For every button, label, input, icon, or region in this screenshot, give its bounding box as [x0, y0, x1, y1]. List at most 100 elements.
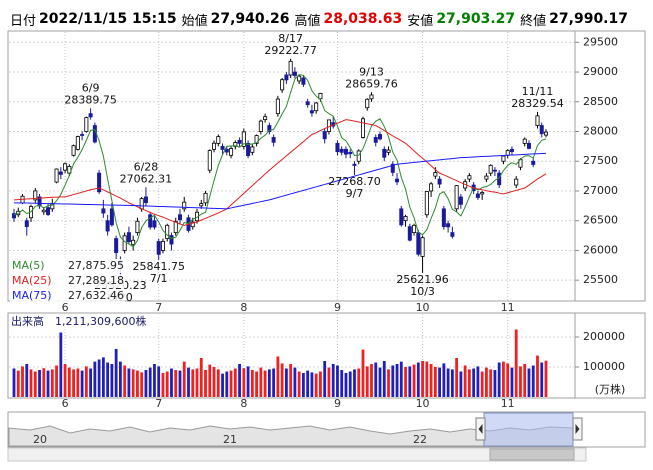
candle-body	[314, 102, 319, 112]
volume-bar	[233, 368, 237, 397]
candle-body	[514, 178, 519, 186]
chart-layer: 25500 26000 26500 27000 27500 28000 28500 29000…	[9, 32, 625, 446]
header-value: 27,940.26	[210, 11, 290, 27]
header-value: 27,903.27	[436, 11, 516, 27]
annotation-date: 7/1	[150, 272, 168, 285]
volume-bar	[519, 366, 522, 397]
annotation-date: 6/28	[134, 160, 159, 173]
candle-body	[378, 134, 383, 140]
volume-bar	[106, 362, 110, 397]
y-tick-label: 29000	[583, 65, 618, 78]
volume-bar	[161, 373, 165, 397]
candle-body	[156, 241, 161, 255]
volume-bar	[429, 364, 433, 397]
volume-bar	[493, 370, 497, 397]
volume-bar	[531, 365, 535, 397]
navigator-label: 20	[33, 433, 47, 446]
volume-total: 1,211,309,600株	[55, 314, 146, 328]
volume-bar	[21, 366, 24, 397]
candle-body	[395, 178, 400, 183]
x-tick-label: 8	[240, 301, 247, 314]
volume-bar	[238, 364, 241, 397]
volume-bar	[174, 370, 178, 397]
volume-bar	[50, 369, 54, 397]
annotation-value: 28389.75	[64, 93, 117, 106]
volume-bar	[144, 370, 148, 397]
volume-bar	[416, 362, 420, 397]
volume-bar	[140, 372, 144, 397]
candle-body	[356, 150, 361, 162]
volume-bar	[467, 369, 471, 397]
candle-body	[233, 142, 238, 147]
header-value: 28,038.63	[323, 11, 403, 27]
y-tick-label: 25500	[583, 273, 618, 286]
candle-body	[318, 92, 323, 100]
volume-bar	[523, 364, 527, 397]
candle-body	[467, 175, 472, 180]
candle-body	[539, 125, 544, 135]
volume-bar	[310, 372, 314, 397]
annotation-value: 29222.77	[264, 44, 317, 57]
candle-body	[75, 136, 80, 150]
volume-bar	[267, 369, 271, 397]
x-tick-label: 7	[155, 301, 162, 314]
y-tick-label: 26500	[583, 214, 618, 227]
y-tick-label: 200000	[583, 330, 625, 343]
scrollbar-track[interactable]	[7, 447, 587, 462]
volume-bar	[12, 368, 16, 397]
candle-body	[509, 148, 514, 152]
volume-bar	[46, 370, 50, 397]
candle-body	[526, 143, 531, 149]
volume-unit: (万株)	[595, 382, 626, 396]
volume-bar	[127, 368, 131, 397]
scrollbar-thumb[interactable]	[489, 448, 575, 461]
volume-bar	[472, 368, 476, 397]
volume-bar	[182, 361, 186, 397]
legend-value: 27,875.95	[68, 259, 124, 272]
candle-body	[284, 74, 289, 81]
volume-bar	[340, 370, 344, 397]
volume-bar	[170, 368, 173, 397]
volume-bar	[514, 329, 518, 397]
annotation-date: 11/11	[522, 85, 554, 98]
volume-bar	[442, 363, 446, 397]
candle-body	[280, 79, 285, 91]
volume-bar	[433, 367, 437, 397]
candle-body	[126, 232, 131, 242]
volume-bar	[191, 369, 195, 397]
y-tick-label: 28000	[583, 125, 618, 138]
volume-bar	[506, 363, 510, 397]
volume-bar	[463, 365, 467, 397]
volume-bar	[382, 361, 386, 397]
ma-line	[13, 73, 547, 248]
navigator-label: 21	[223, 433, 237, 446]
candle-body	[263, 116, 268, 121]
navigator-window[interactable]	[483, 412, 574, 447]
candle-body	[271, 137, 276, 143]
volume-bar	[59, 332, 63, 397]
volume-bar	[370, 364, 373, 397]
volume-bar	[502, 361, 505, 397]
x-tick-label: 6	[62, 301, 69, 314]
candle-body	[24, 220, 29, 227]
candle-body	[216, 136, 221, 144]
x-tick-label: 10	[416, 397, 430, 410]
annotation-date: 9/7	[346, 187, 364, 200]
candle-body	[182, 201, 187, 210]
annotation-value: 28659.76	[345, 77, 398, 90]
candle-body	[165, 224, 170, 239]
candle-body	[297, 75, 302, 82]
candle-body	[544, 131, 549, 136]
candle-body	[41, 209, 46, 213]
candle-body	[301, 77, 306, 85]
volume-bar	[459, 371, 463, 397]
candle-body	[429, 183, 434, 192]
candle-body	[212, 142, 217, 150]
candle-body	[190, 221, 195, 228]
volume-bar	[408, 366, 412, 397]
candle-body	[335, 143, 340, 153]
volume-bar	[336, 365, 339, 397]
volume-bar	[361, 349, 365, 397]
volume-bar	[289, 364, 293, 397]
ma-line	[13, 119, 547, 226]
